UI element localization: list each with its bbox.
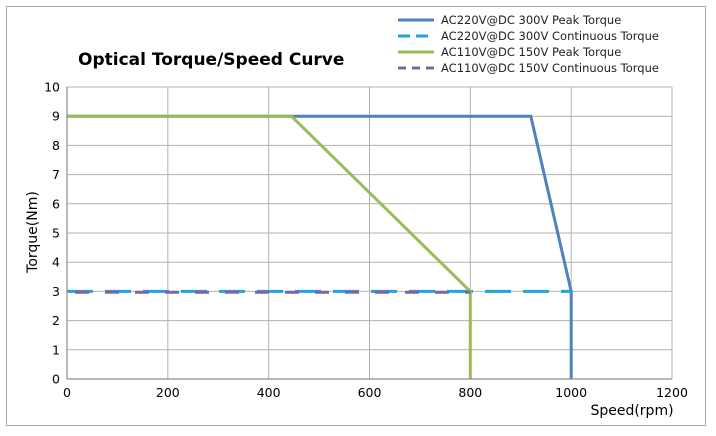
y-axis-label: Torque(Nm) xyxy=(25,191,41,274)
x-tick-label: 400 xyxy=(257,385,281,400)
legend-swatch xyxy=(398,50,434,54)
y-tick-label: 10 xyxy=(44,80,60,95)
axes: 0 1 2 3 4 5 6 7 8 9 10 0 200 400 600 800 1000 1200 xyxy=(44,80,688,401)
series-layer xyxy=(67,114,573,379)
y-tick-label: 3 xyxy=(52,284,60,299)
legend-label: AC110V@DC 150V Continuous Torque xyxy=(441,61,659,75)
grid xyxy=(66,86,673,380)
legend: AC220V@DC 300V Peak Torque AC220V@DC 300V… xyxy=(398,12,659,76)
y-tick-label: 6 xyxy=(52,196,60,211)
legend-entry: AC220V@DC 300V Peak Torque xyxy=(398,12,659,28)
x-tick-label: 200 xyxy=(156,385,180,400)
x-tick-label: 1000 xyxy=(555,385,587,400)
y-tick-label: 1 xyxy=(52,342,60,357)
chart-frame xyxy=(6,6,706,426)
legend-entry: AC220V@DC 300V Continuous Torque xyxy=(398,28,659,44)
series-line-3 xyxy=(67,114,472,379)
legend-swatch xyxy=(398,34,434,38)
legend-entry: AC110V@DC 150V Continuous Torque xyxy=(398,60,659,76)
x-tick-label: 800 xyxy=(458,385,482,400)
chart-title: Optical Torque/Speed Curve xyxy=(78,50,345,70)
y-tick-label: 9 xyxy=(52,109,60,124)
y-tick-label: 4 xyxy=(52,255,60,270)
legend-entry: AC110V@DC 150V Peak Torque xyxy=(398,44,659,60)
legend-label: AC220V@DC 300V Peak Torque xyxy=(441,13,622,27)
x-tick-label: 0 xyxy=(63,385,71,400)
y-tick-label: 7 xyxy=(52,167,60,182)
y-tick-label: 8 xyxy=(52,138,60,153)
legend-label: AC110V@DC 150V Peak Torque xyxy=(441,45,622,59)
series-line-1 xyxy=(67,114,573,379)
x-tick-label: 600 xyxy=(358,385,382,400)
legend-swatch xyxy=(398,18,434,22)
x-tick-label: 1200 xyxy=(656,385,688,400)
y-tick-label: 5 xyxy=(52,226,60,241)
x-axis-label: Speed(rpm) xyxy=(590,403,673,419)
legend-label: AC220V@DC 300V Continuous Torque xyxy=(441,29,659,43)
y-tick-label: 0 xyxy=(52,372,60,387)
legend-swatch xyxy=(398,66,434,70)
y-tick-label: 2 xyxy=(52,313,60,328)
